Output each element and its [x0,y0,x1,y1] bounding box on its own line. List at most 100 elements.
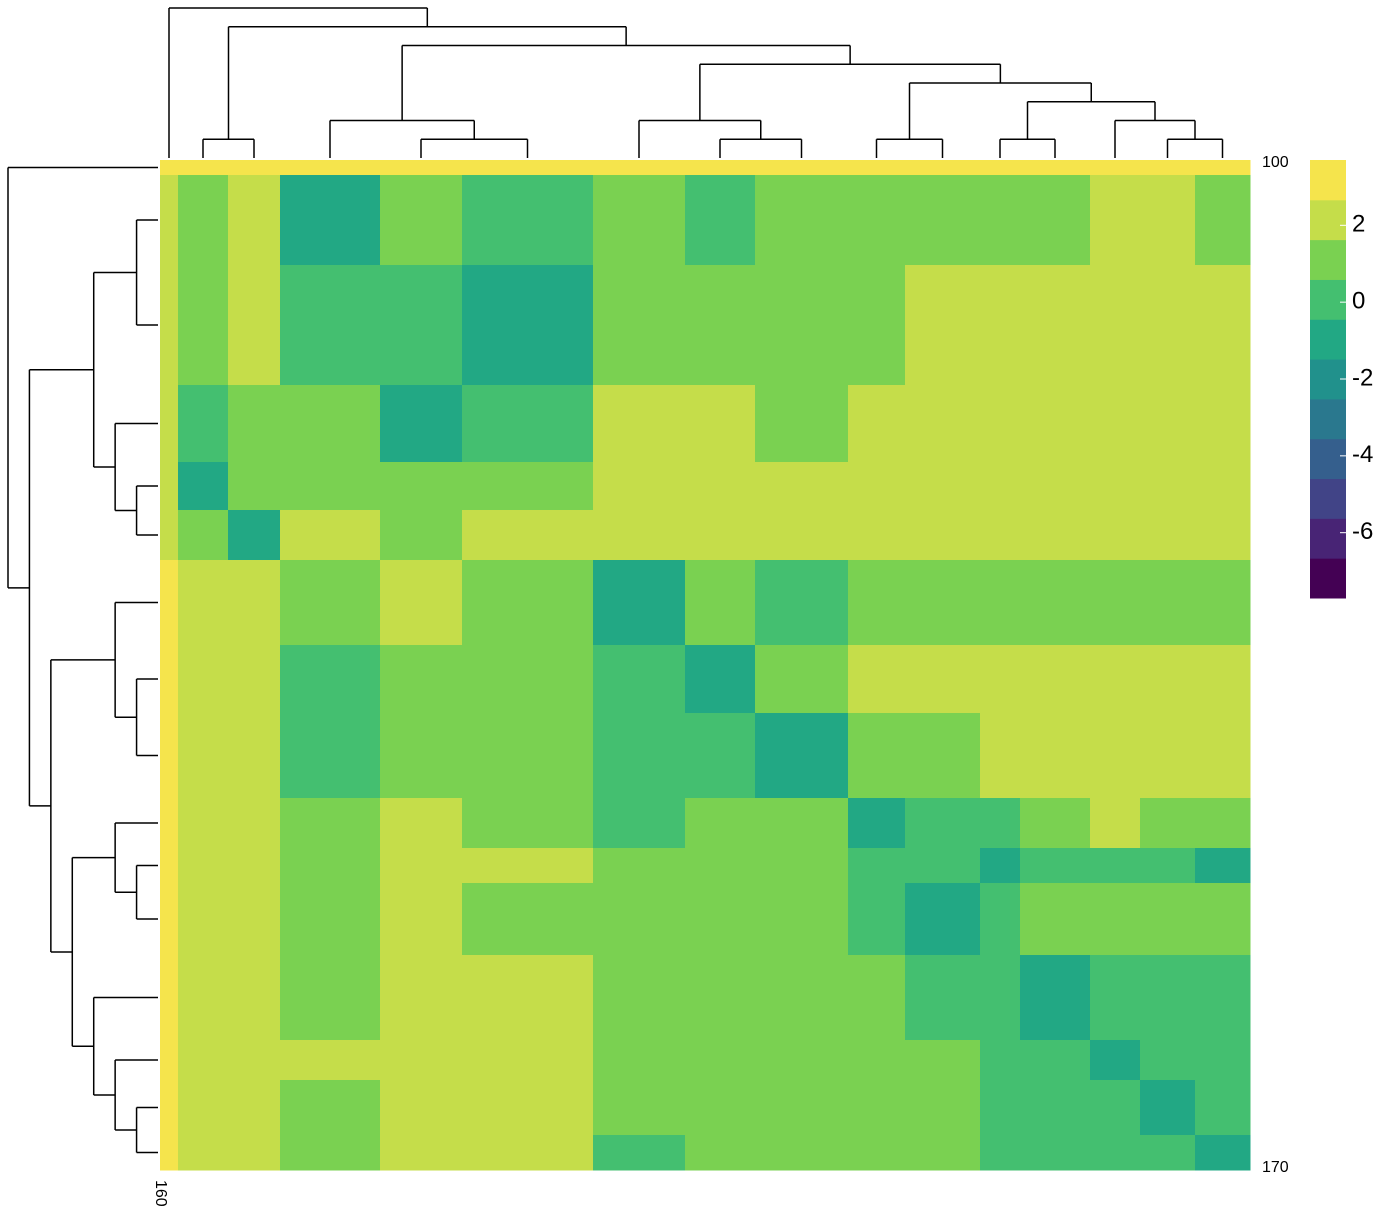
heatmap-cell [755,955,849,1041]
heatmap-cell [755,713,849,799]
heatmap-cell [905,265,981,386]
legend-tick-label: -4 [1352,441,1373,468]
heatmap-cell [178,265,229,386]
heatmap-cell [685,883,756,956]
heatmap-cell [1140,798,1196,849]
heatmap-cell [848,1040,906,1081]
heatmap-cell [755,848,849,884]
heatmap-cell [593,265,686,386]
heatmap-cell [1140,1135,1196,1171]
heatmap-cell [462,1080,594,1136]
heatmap-cell [1020,798,1091,849]
heatmap-cell [1090,848,1141,884]
heatmap-cell [380,510,463,561]
heatmap-cell [685,713,756,799]
heatmap-cell [380,645,463,714]
heatmap-cell [755,265,849,386]
heatmap-cell [755,1080,849,1136]
heatmap-cell [685,955,756,1041]
heatmap-cell [1195,462,1251,511]
heatmap-cell [905,462,981,511]
heatmap-cell [1020,713,1091,799]
heatmap-cell [380,883,463,956]
heatmap-cell [593,1040,686,1081]
heatmap-cell [160,560,179,646]
heatmap-cell [228,160,281,176]
heatmap-cell [755,1040,849,1081]
legend-swatch [1310,438,1346,480]
heatmap-cell [905,560,981,646]
heatmap-cell [755,560,849,646]
heatmap-cell [980,645,1021,714]
heatmap-cell [905,645,981,714]
heatmap-cell [755,1135,849,1171]
heatmap-cell [380,955,463,1041]
heatmap-cell [685,645,756,714]
heatmap-cell [593,713,686,799]
heatmap-cell [848,385,906,463]
heatmap-cell [685,1135,756,1171]
heatmap-cell [980,385,1021,463]
heatmap-cell [178,462,229,511]
heatmap-cell [462,713,594,799]
heatmap-cell [980,1080,1021,1136]
heatmap-cell [755,175,849,266]
legend-swatch [1310,199,1346,241]
heatmap-cell [280,175,381,266]
heatmap-cell [905,1040,981,1081]
heatmap-cell [160,385,179,463]
heatmap-cell [685,510,756,561]
heatmap-cell [593,175,686,266]
heatmap-cell [462,883,594,956]
heatmap-cell [1195,160,1251,176]
heatmap-cell [593,1080,686,1136]
heatmap-cell [1090,265,1141,386]
heatmap-cell [755,883,849,956]
heatmap-cell [280,265,381,386]
heatmap-cell [1090,798,1141,849]
heatmap-cell [228,265,281,386]
heatmap-cell [1090,462,1141,511]
heatmap-cell [593,1135,686,1171]
heatmap-cell [980,1135,1021,1171]
heatmap-cell [905,713,981,799]
heatmap-cell [228,883,281,956]
heatmap-cell [462,265,594,386]
heatmap-cell [280,1040,381,1081]
heatmap-cell [1020,510,1091,561]
heatmap-cell [593,955,686,1041]
heatmap-cell [685,560,756,646]
heatmap-cell [178,848,229,884]
heatmap-cell [848,798,906,849]
heatmap-cell [462,175,594,266]
legend-swatch [1310,558,1346,599]
heatmap-cell [1195,645,1251,714]
heatmap-cell [1195,798,1251,849]
row-label: 100 [1262,154,1289,171]
heatmap-cell [1020,883,1091,956]
heatmap-cell [178,645,229,714]
heatmap-cell [280,798,381,849]
heatmap-cell [228,848,281,884]
heatmap-cell [685,160,756,176]
heatmap-cell [228,1040,281,1081]
heatmap-cell [1020,1135,1091,1171]
heatmap-cell [1090,883,1141,956]
heatmap-cell [462,1040,594,1081]
heatmap-cell [905,883,981,956]
heatmap-cell [160,265,179,386]
heatmap-cell [160,1040,179,1081]
legend-swatch [1310,398,1346,440]
heatmap-cell [280,510,381,561]
heatmap-cell [380,265,463,386]
heatmap-cell [905,385,981,463]
heatmap-cell [905,1135,981,1171]
heatmap-cell [685,265,756,386]
heatmap-cell [380,1135,463,1171]
heatmap-cell [593,510,686,561]
col-label: 160 [152,1180,169,1207]
heatmap-cell [905,798,981,849]
heatmap-cell [160,462,179,511]
heatmap-cell [848,175,906,266]
heatmap-cell [1090,645,1141,714]
